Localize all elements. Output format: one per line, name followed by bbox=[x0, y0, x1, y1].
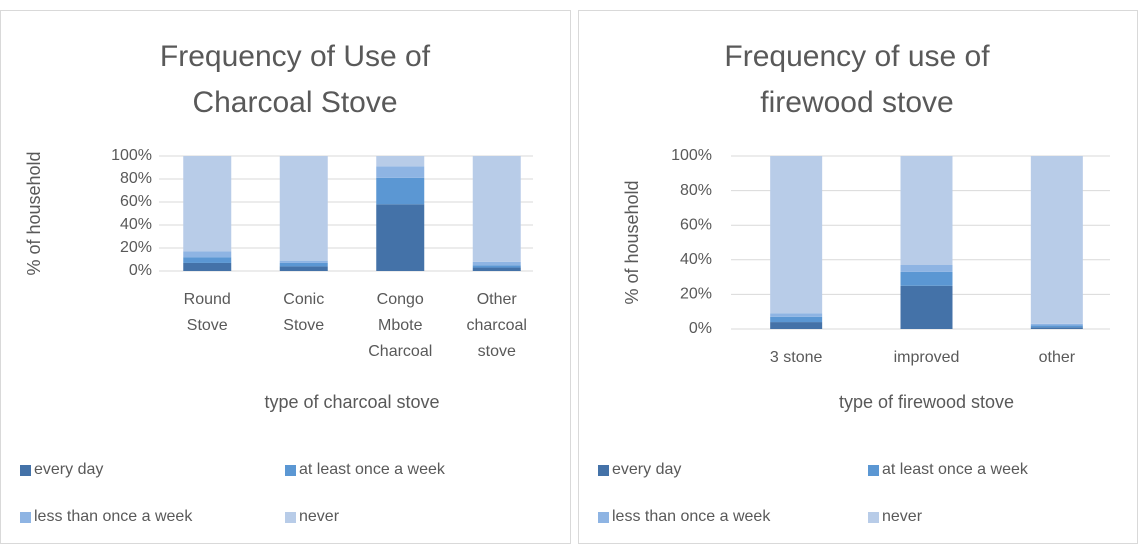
bar-segment bbox=[376, 156, 425, 167]
y-tick-label: 20% bbox=[120, 239, 152, 256]
bar-segment bbox=[770, 316, 823, 323]
legend-label: less than once a week bbox=[34, 508, 193, 525]
legend-swatch bbox=[868, 464, 879, 476]
legend-label: every day bbox=[612, 461, 682, 478]
legend-label: every day bbox=[34, 461, 104, 478]
legend-item: at least once a week bbox=[868, 461, 1028, 479]
legend-item: less than once a week bbox=[598, 508, 770, 526]
legend-swatch bbox=[868, 511, 879, 523]
bar-segment bbox=[900, 156, 953, 265]
bar-segment bbox=[1030, 325, 1083, 328]
y-tick-label: 80% bbox=[680, 182, 712, 199]
legend-item: every day bbox=[20, 461, 103, 479]
bar-segment bbox=[183, 251, 232, 258]
y-axis-title: % of household bbox=[24, 151, 44, 275]
y-tick-label: 60% bbox=[120, 193, 152, 210]
bar-segment bbox=[376, 166, 425, 178]
x-tick-label: Round Stove bbox=[183, 291, 231, 334]
legend-swatch bbox=[285, 511, 296, 523]
bar-segment bbox=[183, 257, 232, 263]
y-tick-label: 0% bbox=[129, 262, 152, 279]
bar-segment bbox=[376, 177, 425, 205]
legend-label: at least once a week bbox=[882, 461, 1028, 478]
bar-segment bbox=[376, 204, 425, 271]
legend-label: never bbox=[299, 508, 340, 525]
legend-label: less than once a week bbox=[612, 508, 771, 525]
y-tick-label: 40% bbox=[120, 216, 152, 233]
bar-segment bbox=[770, 322, 823, 329]
legend-label: never bbox=[882, 508, 923, 525]
bar-segment bbox=[472, 267, 521, 271]
y-tick-label: 100% bbox=[111, 147, 152, 164]
bar-segment bbox=[279, 262, 328, 267]
y-axis-title: % of household bbox=[622, 180, 642, 304]
x-tick-label: other bbox=[1038, 349, 1076, 366]
x-tick-label: Conic Stove bbox=[283, 291, 325, 334]
bar-segment bbox=[183, 262, 232, 271]
y-tick-label: 20% bbox=[680, 286, 712, 303]
x-tick-label: Congo Mbote Charcoal bbox=[368, 291, 433, 360]
legend-item: less than once a week bbox=[20, 508, 192, 526]
x-tick-label: improved bbox=[893, 349, 960, 366]
legend-swatch bbox=[285, 464, 296, 476]
x-axis-title: type of firewood stove bbox=[838, 392, 1015, 412]
bar-segment bbox=[279, 260, 328, 263]
bar-segment bbox=[900, 264, 953, 272]
bar-segment bbox=[472, 265, 521, 268]
legend-item: never bbox=[868, 508, 922, 526]
bar-segment bbox=[1030, 327, 1083, 329]
bar-segment bbox=[1030, 156, 1083, 324]
y-tick-label: 40% bbox=[680, 251, 712, 268]
x-tick-label: 3 stone bbox=[769, 349, 823, 366]
bar-segment bbox=[183, 156, 232, 252]
bar-segment bbox=[900, 271, 953, 286]
bar-segment bbox=[279, 266, 328, 271]
legend-swatch bbox=[20, 464, 31, 476]
bar-segment bbox=[1030, 323, 1083, 326]
bar-segment bbox=[770, 313, 823, 317]
legend-item: at least once a week bbox=[285, 461, 445, 479]
x-tick-label: Other charcoal stove bbox=[466, 291, 527, 360]
chart-title: Frequency of use of firewood stove bbox=[724, 40, 990, 119]
legend-swatch bbox=[598, 511, 609, 523]
legend-item: never bbox=[285, 508, 339, 526]
legend-item: every day bbox=[598, 461, 681, 479]
y-tick-label: 80% bbox=[120, 170, 152, 187]
y-tick-label: 60% bbox=[680, 216, 712, 233]
y-tick-label: 100% bbox=[671, 147, 712, 164]
legend-label: at least once a week bbox=[299, 461, 445, 478]
bar-segment bbox=[279, 156, 328, 261]
legend-swatch bbox=[20, 511, 31, 523]
y-tick-label: 0% bbox=[689, 320, 712, 337]
chart-title: Frequency of Use of Charcoal Stove bbox=[159, 40, 431, 119]
bar-segment bbox=[472, 261, 521, 266]
legend-swatch bbox=[598, 464, 609, 476]
bar-segment bbox=[770, 156, 823, 314]
bar-segment bbox=[472, 156, 521, 262]
x-axis-title: type of charcoal stove bbox=[264, 392, 440, 412]
bar-segment bbox=[900, 285, 953, 329]
